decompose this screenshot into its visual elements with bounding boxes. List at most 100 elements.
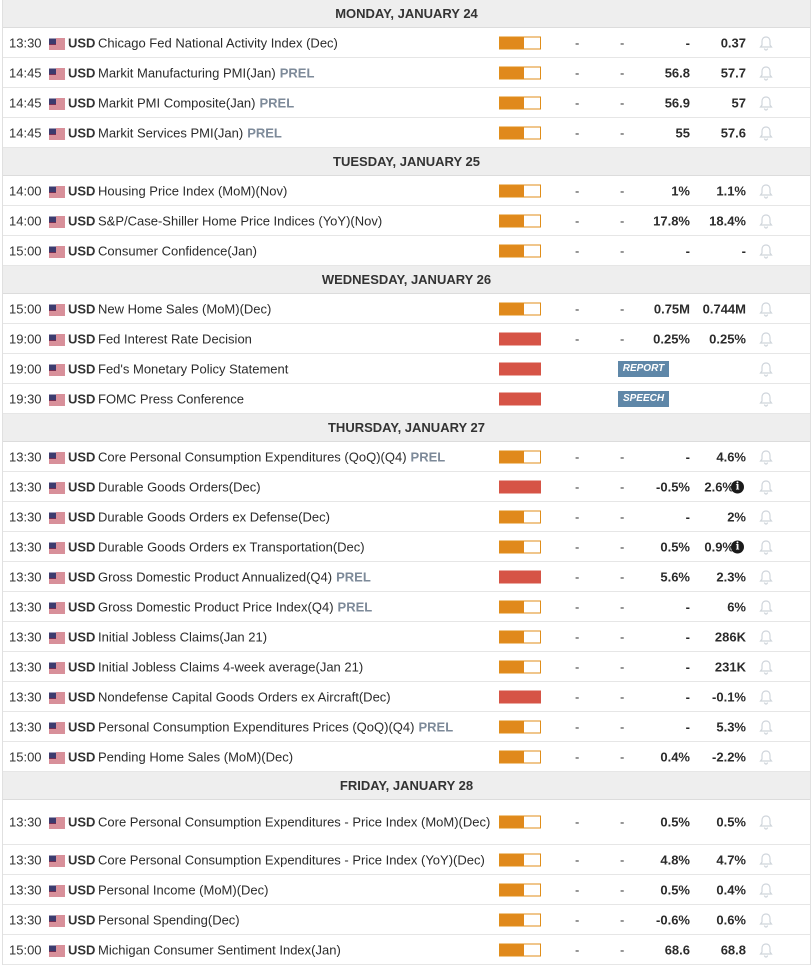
event-name[interactable]: New Home Sales (MoM)(Dec) bbox=[98, 300, 493, 317]
bell-icon[interactable] bbox=[758, 689, 774, 705]
event-row[interactable]: 13:30 USD Chicago Fed National Activity In… bbox=[3, 28, 810, 58]
event-name[interactable]: Initial Jobless Claims 4-week average(Ja… bbox=[98, 658, 493, 675]
event-row[interactable]: 15:00 USD Pending Home Sales (MoM)(Dec) - - 0… bbox=[3, 742, 810, 772]
bell-icon[interactable] bbox=[758, 629, 774, 645]
event-name[interactable]: Markit PMI Composite(Jan) PREL bbox=[98, 94, 493, 111]
currency-label: USD bbox=[68, 882, 96, 897]
deviation-value: - bbox=[620, 689, 625, 704]
bell-icon[interactable] bbox=[758, 301, 774, 317]
event-row[interactable]: 19:00 USD Fed's Monetary Policy Statement R… bbox=[3, 354, 810, 384]
event-name[interactable]: Durable Goods Orders(Dec) bbox=[98, 478, 493, 495]
event-row[interactable]: 19:00 USD Fed Interest Rate Decision - - 0.25… bbox=[3, 324, 810, 354]
bell-icon[interactable] bbox=[758, 569, 774, 585]
bell-icon[interactable] bbox=[758, 942, 774, 958]
bell-icon[interactable] bbox=[758, 852, 774, 868]
event-row[interactable]: 13:30 USD Initial Jobless Claims(Jan 21) - -… bbox=[3, 622, 810, 652]
event-row[interactable]: 13:30 USD Durable Goods Orders ex Defense(… bbox=[3, 502, 810, 532]
bell-icon[interactable] bbox=[758, 125, 774, 141]
event-name[interactable]: Consumer Confidence(Jan) bbox=[98, 242, 493, 259]
event-row[interactable]: 13:30 USD Nondefense Capital Goods Orders … bbox=[3, 682, 810, 712]
consensus-value: 56.9 bbox=[664, 95, 690, 110]
event-row[interactable]: 13:30 USD Personal Spending(Dec) - - -0.6% 0.6… bbox=[3, 905, 810, 935]
event-name[interactable]: Pending Home Sales (MoM)(Dec) bbox=[98, 748, 493, 765]
actual-value: - bbox=[575, 749, 580, 764]
event-row[interactable]: 13:30 USD Gross Domestic Product Annualize… bbox=[3, 562, 810, 592]
previous-value: 0.4% bbox=[716, 882, 746, 897]
event-row[interactable]: 15:00 USD Consumer Confidence(Jan) - - - - bbox=[3, 236, 810, 266]
info-icon[interactable]: i bbox=[731, 540, 744, 553]
event-type-tag[interactable]: REPORT bbox=[618, 360, 669, 377]
event-row[interactable]: 14:45 USD Markit Manufacturing PMI(Jan) PRE… bbox=[3, 58, 810, 88]
event-name[interactable]: Personal Consumption Expenditures Prices… bbox=[98, 718, 493, 735]
bell-icon[interactable] bbox=[758, 65, 774, 81]
bell-icon[interactable] bbox=[758, 509, 774, 525]
event-name[interactable]: Core Personal Consumption Expenditures -… bbox=[98, 814, 493, 831]
impact-bar bbox=[499, 853, 541, 866]
bell-icon[interactable] bbox=[758, 331, 774, 347]
event-name[interactable]: Durable Goods Orders ex Defense(Dec) bbox=[98, 508, 493, 525]
event-name[interactable]: S&P/Case-Shiller Home Price Indices (YoY… bbox=[98, 212, 493, 229]
event-row[interactable]: 15:00 USD Michigan Consumer Sentiment Inde… bbox=[3, 935, 810, 965]
event-name[interactable]: Markit Services PMI(Jan) PREL bbox=[98, 124, 493, 141]
bell-icon[interactable] bbox=[758, 749, 774, 765]
event-name[interactable]: Gross Domestic Product Annualized(Q4) PRE… bbox=[98, 568, 493, 585]
event-row[interactable]: 13:30 USD Personal Income (MoM)(Dec) - - 0.5%… bbox=[3, 875, 810, 905]
bell-icon[interactable] bbox=[758, 882, 774, 898]
event-name[interactable]: Durable Goods Orders ex Transportation(D… bbox=[98, 538, 493, 555]
event-name[interactable]: Chicago Fed National Activity Index (Dec… bbox=[98, 34, 493, 51]
info-icon[interactable]: i bbox=[731, 480, 744, 493]
event-time: 19:00 bbox=[9, 361, 42, 376]
event-row[interactable]: 15:00 USD New Home Sales (MoM)(Dec) - - 0.75M… bbox=[3, 294, 810, 324]
previous-value: 286K bbox=[714, 629, 746, 644]
bell-icon[interactable] bbox=[758, 814, 774, 830]
event-row[interactable]: 14:45 USD Markit Services PMI(Jan) PREL - - 55… bbox=[3, 118, 810, 148]
event-row[interactable]: 13:30 USD Core Personal Consumption Expend… bbox=[3, 800, 810, 845]
bell-icon[interactable] bbox=[758, 539, 774, 555]
event-row[interactable]: 14:00 USD Housing Price Index (MoM)(Nov) - -… bbox=[3, 176, 810, 206]
event-row[interactable]: 13:30 USD Durable Goods Orders ex Transpor… bbox=[3, 532, 810, 562]
event-name[interactable]: Fed Interest Rate Decision bbox=[98, 330, 493, 347]
bell-icon[interactable] bbox=[758, 449, 774, 465]
event-name[interactable]: Core Personal Consumption Expenditures -… bbox=[98, 851, 493, 868]
event-type-tag[interactable]: SPEECH bbox=[618, 390, 669, 407]
bell-icon[interactable] bbox=[758, 243, 774, 259]
event-time: 13:30 bbox=[9, 689, 42, 704]
deviation-value: - bbox=[620, 912, 625, 927]
event-row[interactable]: 13:30 USD Gross Domestic Product Price Ind… bbox=[3, 592, 810, 622]
bell-icon[interactable] bbox=[758, 213, 774, 229]
event-name[interactable]: Housing Price Index (MoM)(Nov) bbox=[98, 182, 493, 199]
bell-icon[interactable] bbox=[758, 361, 774, 377]
event-time: 14:45 bbox=[9, 95, 42, 110]
bell-icon[interactable] bbox=[758, 599, 774, 615]
event-row[interactable]: 13:30 USD Durable Goods Orders(Dec) - - -0.5%… bbox=[3, 472, 810, 502]
bell-icon[interactable] bbox=[758, 35, 774, 51]
event-row[interactable]: 19:30 USD FOMC Press Conference SPEECH bbox=[3, 384, 810, 414]
actual-value: - bbox=[575, 814, 580, 830]
event-name[interactable]: Fed's Monetary Policy Statement bbox=[98, 360, 493, 377]
event-row[interactable]: 13:30 USD Core Personal Consumption Expend… bbox=[3, 845, 810, 875]
event-row[interactable]: 13:30 USD Core Personal Consumption Expend… bbox=[3, 442, 810, 472]
bell-icon[interactable] bbox=[758, 659, 774, 675]
event-name[interactable]: Gross Domestic Product Price Index(Q4) PR… bbox=[98, 598, 493, 615]
bell-icon[interactable] bbox=[758, 479, 774, 495]
event-name[interactable]: FOMC Press Conference bbox=[98, 390, 493, 407]
event-row[interactable]: 14:00 USD S&P/Case-Shiller Home Price Indi… bbox=[3, 206, 810, 236]
bell-icon[interactable] bbox=[758, 719, 774, 735]
previous-value: 4.6% bbox=[716, 449, 746, 464]
event-name[interactable]: Markit Manufacturing PMI(Jan) PREL bbox=[98, 64, 493, 81]
event-name[interactable]: Personal Spending(Dec) bbox=[98, 911, 493, 928]
event-name[interactable]: Personal Income (MoM)(Dec) bbox=[98, 881, 493, 898]
event-row[interactable]: 14:45 USD Markit PMI Composite(Jan) PREL - - 5… bbox=[3, 88, 810, 118]
bell-icon[interactable] bbox=[758, 95, 774, 111]
event-name[interactable]: Initial Jobless Claims(Jan 21) bbox=[98, 628, 493, 645]
event-name[interactable]: Nondefense Capital Goods Orders ex Aircr… bbox=[98, 688, 493, 705]
event-row[interactable]: 13:30 USD Initial Jobless Claims 4-week av… bbox=[3, 652, 810, 682]
bell-icon[interactable] bbox=[758, 183, 774, 199]
event-time: 13:30 bbox=[9, 719, 42, 734]
bell-icon[interactable] bbox=[758, 391, 774, 407]
event-name[interactable]: Core Personal Consumption Expenditures (… bbox=[98, 448, 493, 465]
event-row[interactable]: 13:30 USD Personal Consumption Expenditure… bbox=[3, 712, 810, 742]
event-name[interactable]: Michigan Consumer Sentiment Index(Jan) bbox=[98, 941, 493, 958]
bell-icon[interactable] bbox=[758, 912, 774, 928]
event-time: 13:30 bbox=[9, 449, 42, 464]
